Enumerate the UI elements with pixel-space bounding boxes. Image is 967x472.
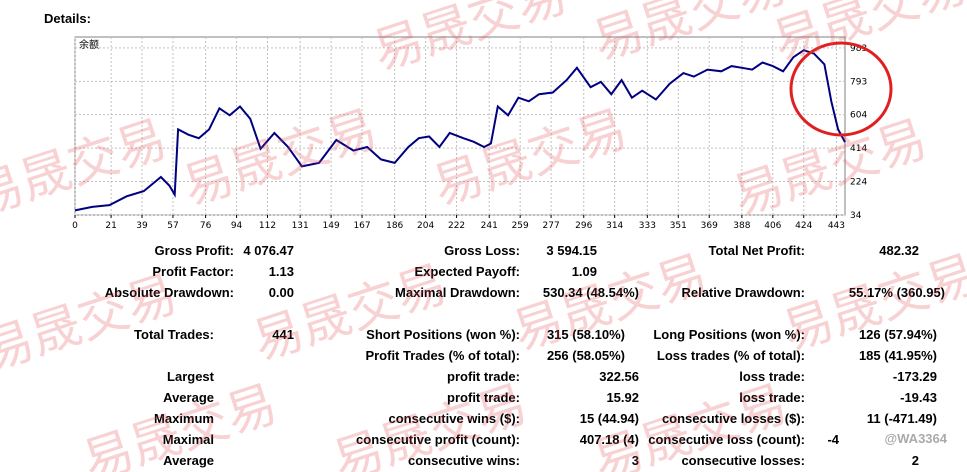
highlight-circle (789, 41, 893, 137)
row-right-value: 11 (-471.49) (866, 411, 937, 426)
chart-frame (74, 36, 846, 216)
row-mid-value: 3 (631, 453, 639, 468)
row-mid-value: 407.18 (4) (579, 432, 639, 447)
x-tick-label: 21 (105, 221, 116, 231)
gross-loss-value: 3 594.15 (546, 243, 597, 258)
x-tick-label: 204 (417, 221, 434, 231)
y-tick-label: 414 (850, 144, 867, 154)
x-tick-label: 149 (323, 221, 340, 231)
row-mid-value: 15.92 (606, 390, 639, 405)
details-label: Details: (44, 11, 91, 26)
row-left-label: Largest (167, 369, 214, 384)
gross-profit-value: 4 076.47 (243, 243, 294, 258)
y-tick-label: 224 (850, 178, 867, 188)
total-trades-label: Total Trades: (134, 327, 214, 342)
row-mid-label: consecutive profit (count): (356, 432, 520, 447)
row-mid-label: profit trade: (447, 369, 520, 384)
x-tick-label: 112 (259, 221, 276, 231)
profit-factor-label: Profit Factor: (152, 264, 234, 279)
row-right-label: consecutive losses ($): (661, 411, 805, 426)
loss-trades-label: Loss trades (% of total): (656, 348, 805, 363)
x-tick-label: 186 (386, 221, 403, 231)
x-tick-label: 424 (795, 221, 812, 231)
row-mid-value: 15 (44.94) (579, 411, 639, 426)
x-tick-label: 167 (353, 221, 370, 231)
relative-drawdown-label: Relative Drawdown: (681, 285, 805, 300)
x-tick-label: 131 (292, 221, 309, 231)
profit-trades-label: Profit Trades (% of total): (365, 348, 520, 363)
x-tick-label: 351 (670, 221, 687, 231)
x-axis-ticks: 0 21 39 57 76 94 112 131 149 167 186 204 222 241 259 27… (72, 215, 845, 231)
maximal-drawdown-value: 530.34 (48.54%) (542, 285, 639, 300)
row-left-label: Average (163, 390, 214, 405)
chart-grid (74, 37, 845, 216)
x-tick-label: 369 (701, 221, 718, 231)
x-tick-label: 241 (481, 221, 498, 231)
absolute-drawdown-label: Absolute Drawdown: (104, 285, 234, 300)
row-left-label: Maximum (154, 411, 214, 426)
x-tick-label: 314 (606, 221, 623, 231)
expected-payoff-value: 1.09 (571, 264, 597, 279)
short-positions-label: Short Positions (won %): (366, 327, 520, 342)
row-right-label: consecutive loss (count): (648, 432, 805, 447)
x-tick-label: 76 (200, 221, 212, 231)
row-mid-label: consecutive wins: (408, 453, 520, 468)
y-tick-label: 34 (850, 211, 862, 221)
row-mid-label: consecutive wins ($): (388, 411, 520, 426)
x-tick-label: 259 (512, 221, 529, 231)
row-right-value: -4 (827, 432, 839, 447)
row-mid-label: profit trade: (447, 390, 520, 405)
profit-trades-value: 256 (58.05%) (546, 348, 625, 363)
total-trades-value: 441 (272, 327, 294, 342)
row-left-label: Maximal (162, 432, 214, 447)
gross-loss-label: Gross Loss: (444, 243, 520, 258)
y-tick-label: 604 (850, 111, 867, 121)
profit-factor-value: 1.13 (268, 264, 294, 279)
x-tick-label: 443 (828, 221, 845, 231)
x-tick-label: 296 (575, 221, 592, 231)
y-tick-label: 793 (850, 77, 867, 87)
row-right-value: -19.43 (900, 390, 937, 405)
relative-drawdown-value: 55.17% (360.95) (848, 285, 945, 300)
row-right-value: -173.29 (892, 369, 937, 384)
x-tick-label: 39 (136, 221, 148, 231)
chart-title: 余额 (79, 38, 99, 51)
row-left-label: Average (163, 453, 214, 468)
x-tick-label: 0 (72, 221, 78, 231)
long-positions-value: 126 (57.94%) (858, 327, 937, 342)
short-positions-value: 315 (58.10%) (546, 327, 625, 342)
gross-profit-label: Gross Profit: (154, 243, 234, 258)
x-tick-label: 388 (733, 221, 750, 231)
x-tick-label: 57 (167, 221, 178, 231)
row-mid-value: 322.56 (599, 369, 639, 384)
x-tick-label: 277 (543, 221, 560, 231)
row-right-label: loss trade: (739, 390, 805, 405)
row-right-value: 2 (911, 453, 919, 468)
y-tick-label: 983 (850, 44, 867, 54)
balance-line (74, 49, 846, 212)
watermark-handle: @WA3364 (884, 431, 947, 446)
x-tick-label: 406 (764, 221, 781, 231)
maximal-drawdown-label: Maximal Drawdown: (395, 285, 520, 300)
long-positions-label: Long Positions (won %): (653, 327, 805, 342)
x-tick-label: 222 (448, 221, 465, 231)
x-tick-label: 94 (231, 221, 243, 231)
row-right-label: loss trade: (739, 369, 805, 384)
total-net-profit-value: 482.32 (879, 243, 919, 258)
row-right-label: consecutive losses: (681, 453, 805, 468)
expected-payoff-label: Expected Payoff: (414, 264, 520, 279)
x-tick-label: 333 (639, 221, 656, 231)
total-net-profit-label: Total Net Profit: (708, 243, 805, 258)
balance-chart: 余额 0 21 39 57 76 94 112 131 149 167 186 204 222 241 25… (72, 36, 893, 231)
loss-trades-value: 185 (41.95%) (858, 348, 937, 363)
y-axis-ticks: 34 224 414 604 793 983 (850, 44, 867, 221)
absolute-drawdown-value: 0.00 (268, 285, 294, 300)
